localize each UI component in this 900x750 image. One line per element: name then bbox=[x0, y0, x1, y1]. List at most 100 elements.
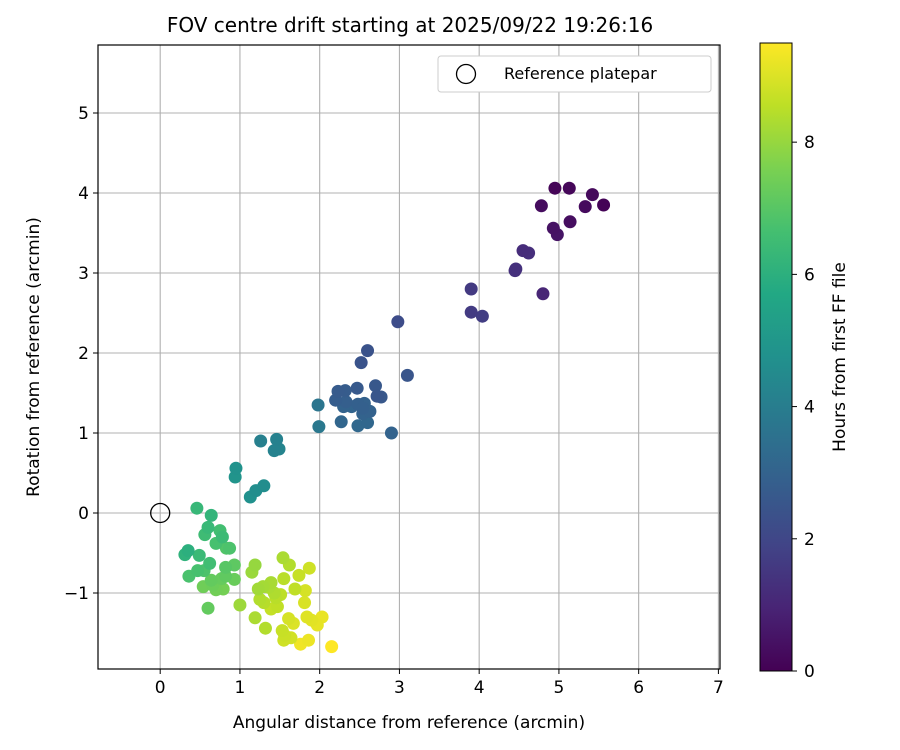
data-point bbox=[546, 221, 560, 235]
data-point bbox=[508, 264, 522, 278]
data-point bbox=[257, 479, 271, 493]
data-point bbox=[277, 572, 291, 586]
data-point bbox=[516, 244, 530, 258]
data-point bbox=[191, 564, 205, 578]
y-tick-label: 4 bbox=[78, 184, 89, 204]
colorbar-label: Hours from first FF file bbox=[830, 262, 850, 452]
data-point bbox=[339, 395, 353, 409]
legend-label-reference-platepar: Reference platepar bbox=[504, 64, 657, 83]
x-tick-label: 6 bbox=[633, 678, 644, 698]
data-point bbox=[391, 315, 405, 329]
colorbar-tick-label: 0 bbox=[804, 662, 815, 682]
legend: Reference platepar bbox=[437, 55, 712, 93]
y-tick-label: 5 bbox=[78, 104, 89, 124]
data-point bbox=[464, 282, 478, 296]
colorbar: 0 2 4 6 8 Hours from first FF file bbox=[759, 42, 850, 682]
data-point bbox=[356, 401, 370, 415]
colorbar-tick-label: 4 bbox=[804, 398, 815, 418]
data-point bbox=[288, 582, 302, 596]
grid bbox=[98, 45, 720, 669]
x-tick-label: 0 bbox=[155, 678, 166, 698]
plot-frame bbox=[97, 44, 721, 670]
data-point bbox=[384, 426, 398, 440]
y-tick-label: −1 bbox=[64, 584, 89, 604]
y-tick-label: 2 bbox=[78, 344, 89, 364]
data-point bbox=[219, 560, 233, 574]
data-point bbox=[204, 508, 218, 522]
x-axis-label: Angular distance from reference (arcmin) bbox=[233, 713, 585, 733]
legend-marker-reference-platepar bbox=[455, 63, 477, 85]
reference-platepar-marker bbox=[150, 502, 171, 524]
data-point bbox=[276, 551, 290, 565]
x-tick-label: 2 bbox=[314, 678, 325, 698]
data-point bbox=[400, 368, 414, 382]
y-tick-label: 0 bbox=[78, 504, 89, 524]
data-point bbox=[464, 305, 478, 319]
data-point bbox=[325, 640, 339, 654]
data-point bbox=[585, 188, 599, 202]
data-point bbox=[253, 592, 267, 606]
data-point bbox=[369, 379, 383, 393]
data-point bbox=[248, 611, 262, 625]
y-tick-label: 1 bbox=[78, 424, 89, 444]
data-point bbox=[233, 598, 247, 612]
data-point bbox=[578, 200, 592, 214]
data-point bbox=[282, 612, 296, 626]
data-point bbox=[370, 389, 384, 403]
x-tick-label: 7 bbox=[713, 678, 724, 698]
data-point bbox=[361, 344, 375, 358]
data-point bbox=[190, 501, 204, 515]
colorbar-tick-label: 6 bbox=[804, 265, 815, 285]
data-point bbox=[203, 556, 217, 570]
data-point bbox=[562, 181, 576, 195]
data-point bbox=[251, 582, 265, 596]
data-point bbox=[354, 356, 368, 370]
x-tick-label: 4 bbox=[474, 678, 485, 698]
data-point bbox=[229, 461, 243, 475]
data-point bbox=[597, 198, 611, 212]
data-point bbox=[215, 530, 229, 544]
y-tick-label: 3 bbox=[78, 264, 89, 284]
x-tick-label: 3 bbox=[394, 678, 405, 698]
colorbar-gradient bbox=[759, 42, 793, 672]
data-point bbox=[331, 384, 345, 398]
y-axis-label: Rotation from reference (arcmin) bbox=[24, 217, 44, 497]
data-point bbox=[536, 287, 550, 301]
data-point bbox=[201, 520, 215, 534]
data-point bbox=[311, 398, 325, 412]
data-point bbox=[181, 544, 195, 558]
colorbar-ticks: 0 2 4 6 8 bbox=[792, 133, 815, 682]
data-point bbox=[563, 215, 577, 229]
data-point bbox=[223, 541, 237, 555]
data-point bbox=[275, 624, 289, 638]
data-points bbox=[150, 181, 611, 654]
data-point bbox=[350, 381, 364, 395]
colorbar-tick-label: 2 bbox=[804, 530, 815, 550]
x-tick-label: 1 bbox=[235, 678, 246, 698]
legend-box bbox=[437, 55, 712, 93]
data-point bbox=[248, 558, 262, 572]
data-point bbox=[302, 633, 316, 647]
y-axis: −1 0 1 2 3 4 5 bbox=[64, 104, 98, 604]
data-point bbox=[534, 199, 548, 213]
colorbar-tick-label: 8 bbox=[804, 133, 815, 153]
data-point bbox=[254, 434, 268, 448]
data-point bbox=[300, 610, 314, 624]
chart-title: FOV centre drift starting at 2025/09/22 … bbox=[167, 13, 653, 37]
data-point bbox=[548, 181, 562, 195]
data-point bbox=[267, 444, 281, 458]
data-point bbox=[204, 573, 218, 587]
x-tick-label: 5 bbox=[554, 678, 565, 698]
data-point bbox=[292, 568, 306, 582]
data-point bbox=[270, 432, 284, 446]
x-axis: 0 1 2 3 4 5 6 7 bbox=[155, 669, 724, 698]
data-point bbox=[201, 601, 215, 615]
data-point bbox=[298, 596, 312, 610]
data-point bbox=[334, 415, 348, 429]
data-point bbox=[312, 420, 326, 434]
data-point bbox=[302, 561, 316, 575]
data-point bbox=[192, 548, 206, 562]
data-point bbox=[475, 309, 489, 323]
data-point bbox=[298, 584, 312, 598]
